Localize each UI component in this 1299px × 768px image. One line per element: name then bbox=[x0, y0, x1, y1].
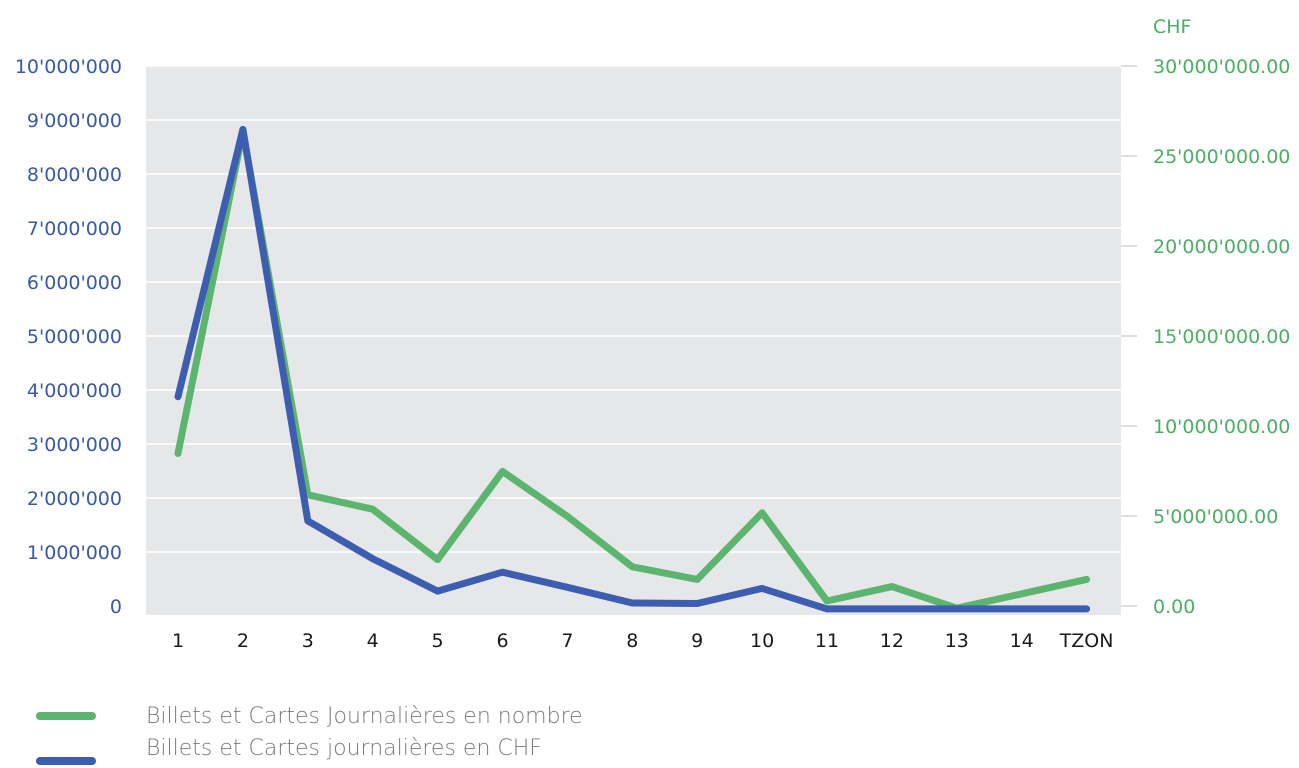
x-tick-label: 7 bbox=[561, 630, 573, 652]
left-tick-label: 6'000'000 bbox=[27, 272, 122, 294]
left-tick-label: 2'000'000 bbox=[27, 488, 122, 510]
left-tick-label: 5'000'000 bbox=[27, 326, 122, 348]
x-tick-label: 1 bbox=[172, 630, 184, 652]
x-tick-label: 2 bbox=[237, 630, 249, 652]
x-axis-ticks: 1 2 3 4 5 6 7 8 9 10 11 12 13 14 TZON bbox=[172, 630, 1114, 652]
legend-label-blue: Billets et Cartes journalières en CHF bbox=[146, 736, 542, 761]
series-line bbox=[174, 127, 1091, 612]
x-tick-label: 14 bbox=[1010, 630, 1034, 652]
left-tick-label: 4'000'000 bbox=[27, 380, 122, 402]
right-axis-label: CHF bbox=[1153, 16, 1191, 38]
legend-swatch-green bbox=[36, 712, 96, 720]
right-tick-label: 20'000'000.00 bbox=[1153, 236, 1290, 258]
left-tick-label: 10'000'000 bbox=[15, 56, 122, 78]
x-tick-label: 4 bbox=[367, 630, 379, 652]
right-tick-label: 25'000'000.00 bbox=[1153, 146, 1290, 168]
plot-background bbox=[146, 66, 1121, 615]
x-tick-label: 9 bbox=[691, 630, 703, 652]
left-tick-label: 7'000'000 bbox=[27, 218, 122, 240]
x-tick-label: 11 bbox=[815, 630, 839, 652]
left-tick-label: 8'000'000 bbox=[27, 164, 122, 186]
x-tick-label: 10 bbox=[750, 630, 774, 652]
x-tick-label: TZON bbox=[1059, 630, 1114, 652]
left-tick-label: 0 bbox=[110, 596, 122, 618]
left-tick-label: 3'000'000 bbox=[27, 434, 122, 456]
x-tick-label: 3 bbox=[302, 630, 314, 652]
x-tick-label: 6 bbox=[496, 630, 508, 652]
x-tick-label: 5 bbox=[432, 630, 444, 652]
right-tick-label: 30'000'000.00 bbox=[1153, 56, 1290, 78]
right-axis-tick-marks bbox=[1121, 65, 1137, 607]
legend-label-green: Billets et Cartes Journalières en nombre bbox=[146, 704, 583, 729]
right-tick-label: 0.00 bbox=[1153, 596, 1195, 618]
right-axis-ticks: 0.00 5'000'000.00 10'000'000.00 15'000'000.… bbox=[1153, 56, 1290, 618]
x-tick-label: 12 bbox=[880, 630, 904, 652]
legend-swatch-blue bbox=[36, 757, 96, 765]
series-lines bbox=[174, 125, 1091, 613]
left-tick-label: 1'000'000 bbox=[27, 542, 122, 564]
chart: 0 1'000'000 2'000'000 3'000'000 4'000'000 5'0… bbox=[15, 16, 1291, 652]
left-tick-label: 9'000'000 bbox=[27, 110, 122, 132]
right-tick-label: 10'000'000.00 bbox=[1153, 416, 1290, 438]
right-tick-label: 15'000'000.00 bbox=[1153, 326, 1290, 348]
x-tick-label: 8 bbox=[626, 630, 638, 652]
series-line bbox=[174, 125, 1091, 613]
right-tick-label: 5'000'000.00 bbox=[1153, 506, 1278, 528]
x-tick-label: 13 bbox=[945, 630, 969, 652]
left-axis-ticks: 0 1'000'000 2'000'000 3'000'000 4'000'000 5'0… bbox=[15, 56, 122, 618]
